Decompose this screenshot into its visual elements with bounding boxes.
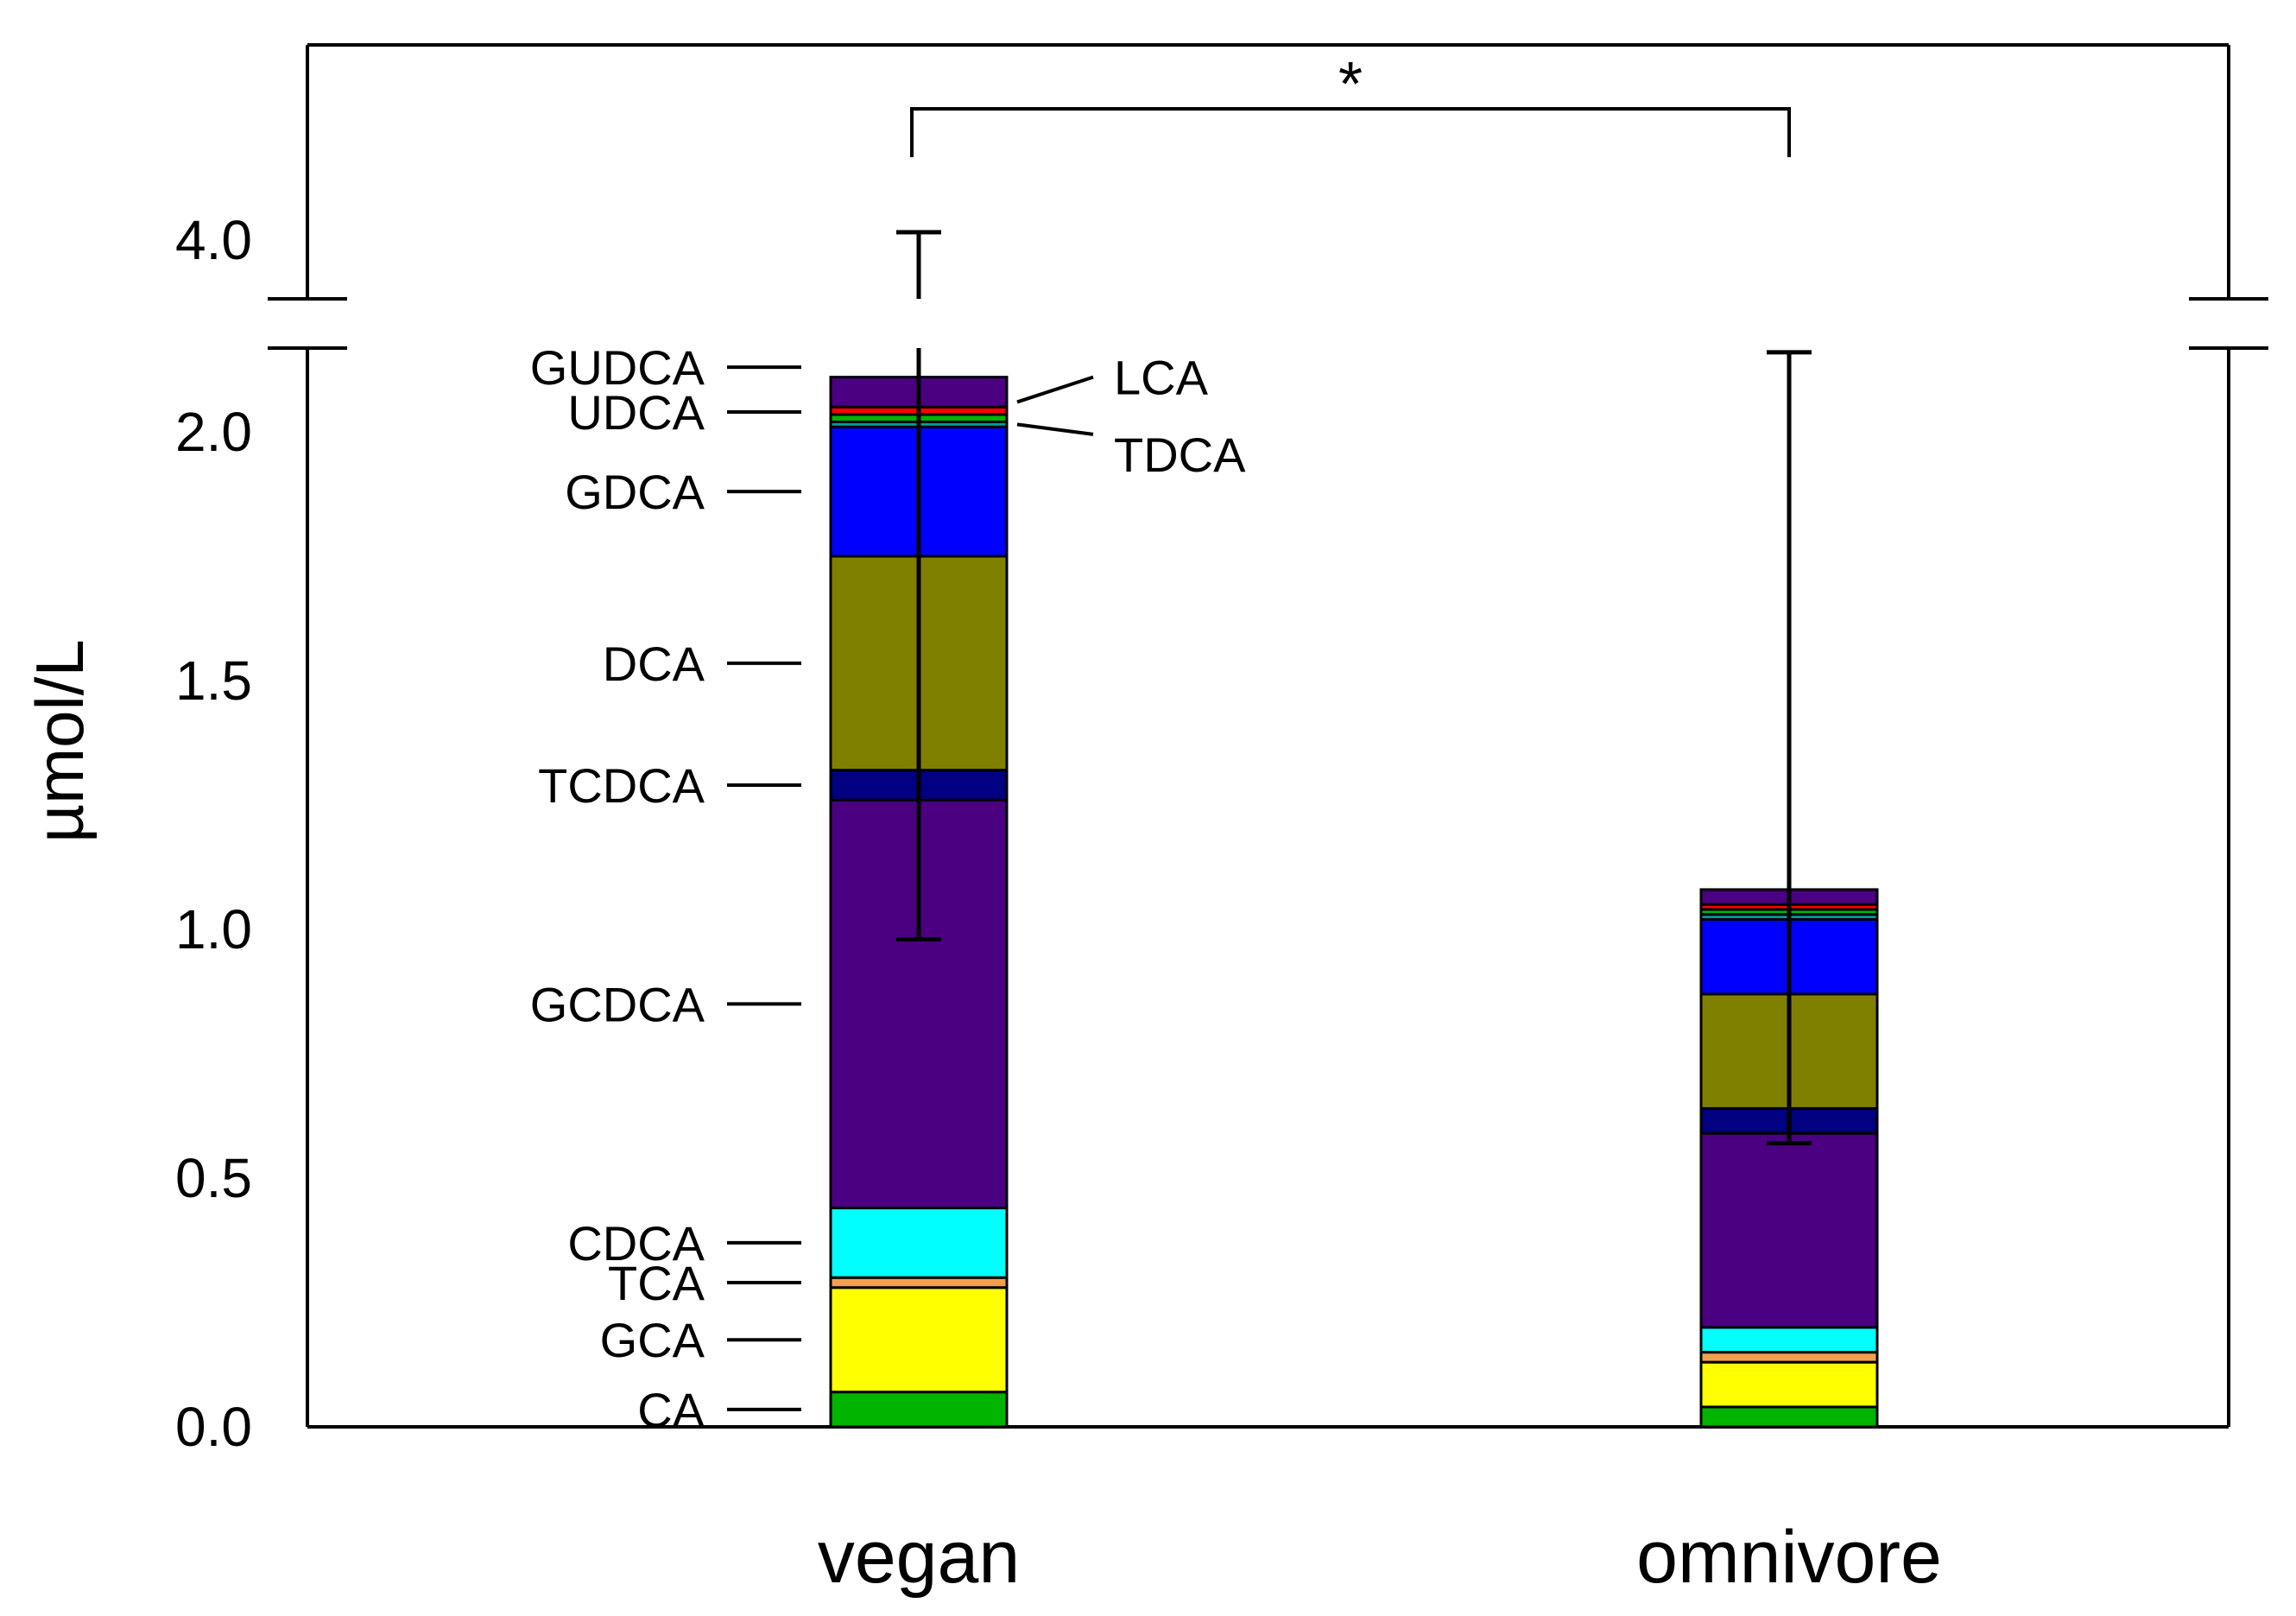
x-category-vegan: vegan [818,1516,1020,1599]
label-cdca: CDCA [567,1216,705,1271]
bar-vegan-tca [829,1276,1009,1290]
label-dca: DCA [603,637,705,691]
significance-bracket: * [910,50,1791,157]
x-category-omnivore: omnivore [1636,1516,1942,1599]
bar-omnivore-cdca [1699,1326,1879,1354]
y-axis-ticks: 0.0 0.5 1.0 1.5 2.0 4.0 [175,209,252,1458]
significance-marker: * [1338,50,1363,119]
error-bars [896,230,1812,1146]
bar-omnivore-ca [1699,1405,1879,1429]
leader-lca [1016,375,1094,404]
y-tick-1-0: 1.0 [175,898,252,960]
bar-omnivore-tca [1699,1351,1879,1364]
label-tcdca: TCDCA [538,758,705,813]
y-tick-0-5: 0.5 [175,1147,252,1209]
bar-vegan-ca [829,1391,1009,1429]
label-gdca: GDCA [565,465,705,519]
leader-tdca [1016,422,1094,436]
axis-break-marks [268,297,2268,350]
bracket-line [910,107,1791,157]
bar-vegan-cdca [829,1207,1009,1279]
label-lca: LCA [1114,351,1209,405]
label-gcdca: GCDCA [530,977,705,1031]
plot-frame [306,43,2230,1429]
label-udca: UDCA [567,385,705,440]
y-tick-1-5: 1.5 [175,650,252,712]
y-tick-0-0: 0.0 [175,1396,252,1458]
bar-omnivore-gcdca [1699,1131,1879,1329]
label-gudca: GUDCA [530,340,705,395]
bar-vegan-gca [829,1286,1009,1394]
y-axis-label: µmol/L [22,639,98,843]
category-labels: vegan omnivore [818,1516,1942,1599]
label-ca: CA [637,1383,705,1437]
label-gca: GCA [600,1313,705,1367]
y-tick-2-0: 2.0 [175,401,252,463]
label-tca: TCA [608,1256,705,1310]
label-tdca: TDCA [1114,428,1246,482]
y-tick-4-0: 4.0 [175,209,252,271]
bar-omnivore-gca [1699,1360,1879,1409]
